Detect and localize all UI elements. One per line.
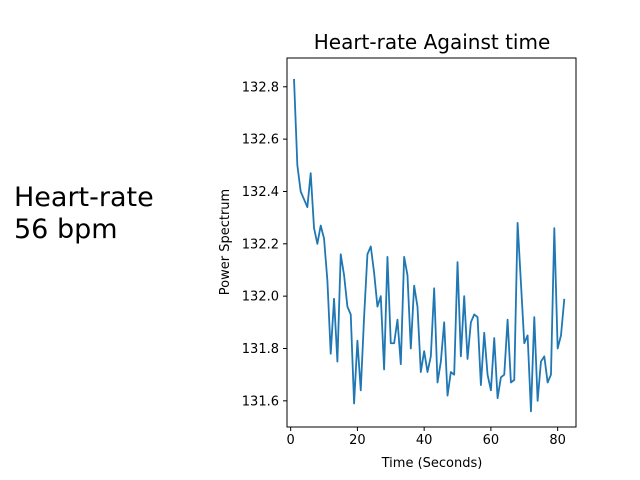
x-axis-label: Time (Seconds): [381, 456, 483, 471]
x-tick-label: 40: [416, 433, 433, 448]
y-axis: 131.6 131.8 132.0 132.2 132.4 132.6 132.8: [242, 80, 287, 409]
heart-rate-readout: Heart-rate 56 bpm: [14, 182, 154, 246]
y-tick-label: 132.2: [242, 237, 279, 252]
chart-title: Heart-rate Against time: [314, 30, 551, 54]
x-tick-label: 20: [349, 433, 366, 448]
heart-rate-value: 56 bpm: [14, 214, 118, 245]
y-tick-label: 132.4: [242, 185, 279, 200]
y-tick-label: 132.8: [242, 80, 279, 95]
y-tick-label: 131.6: [242, 394, 279, 409]
x-tick-label: 60: [483, 433, 500, 448]
heart-rate-label: Heart-rate: [14, 182, 154, 213]
series-line: [293, 78, 566, 413]
plot-area-frame: [286, 57, 577, 428]
y-tick-label: 131.8: [242, 342, 279, 357]
y-axis-label: Power Spectrum: [218, 189, 233, 295]
y-tick-label: 132.0: [242, 290, 279, 305]
x-tick-label: 0: [287, 433, 295, 448]
x-tick-label: 80: [549, 433, 566, 448]
x-axis: 0 20 40 60 80: [287, 427, 566, 448]
y-tick-label: 132.6: [242, 133, 279, 148]
